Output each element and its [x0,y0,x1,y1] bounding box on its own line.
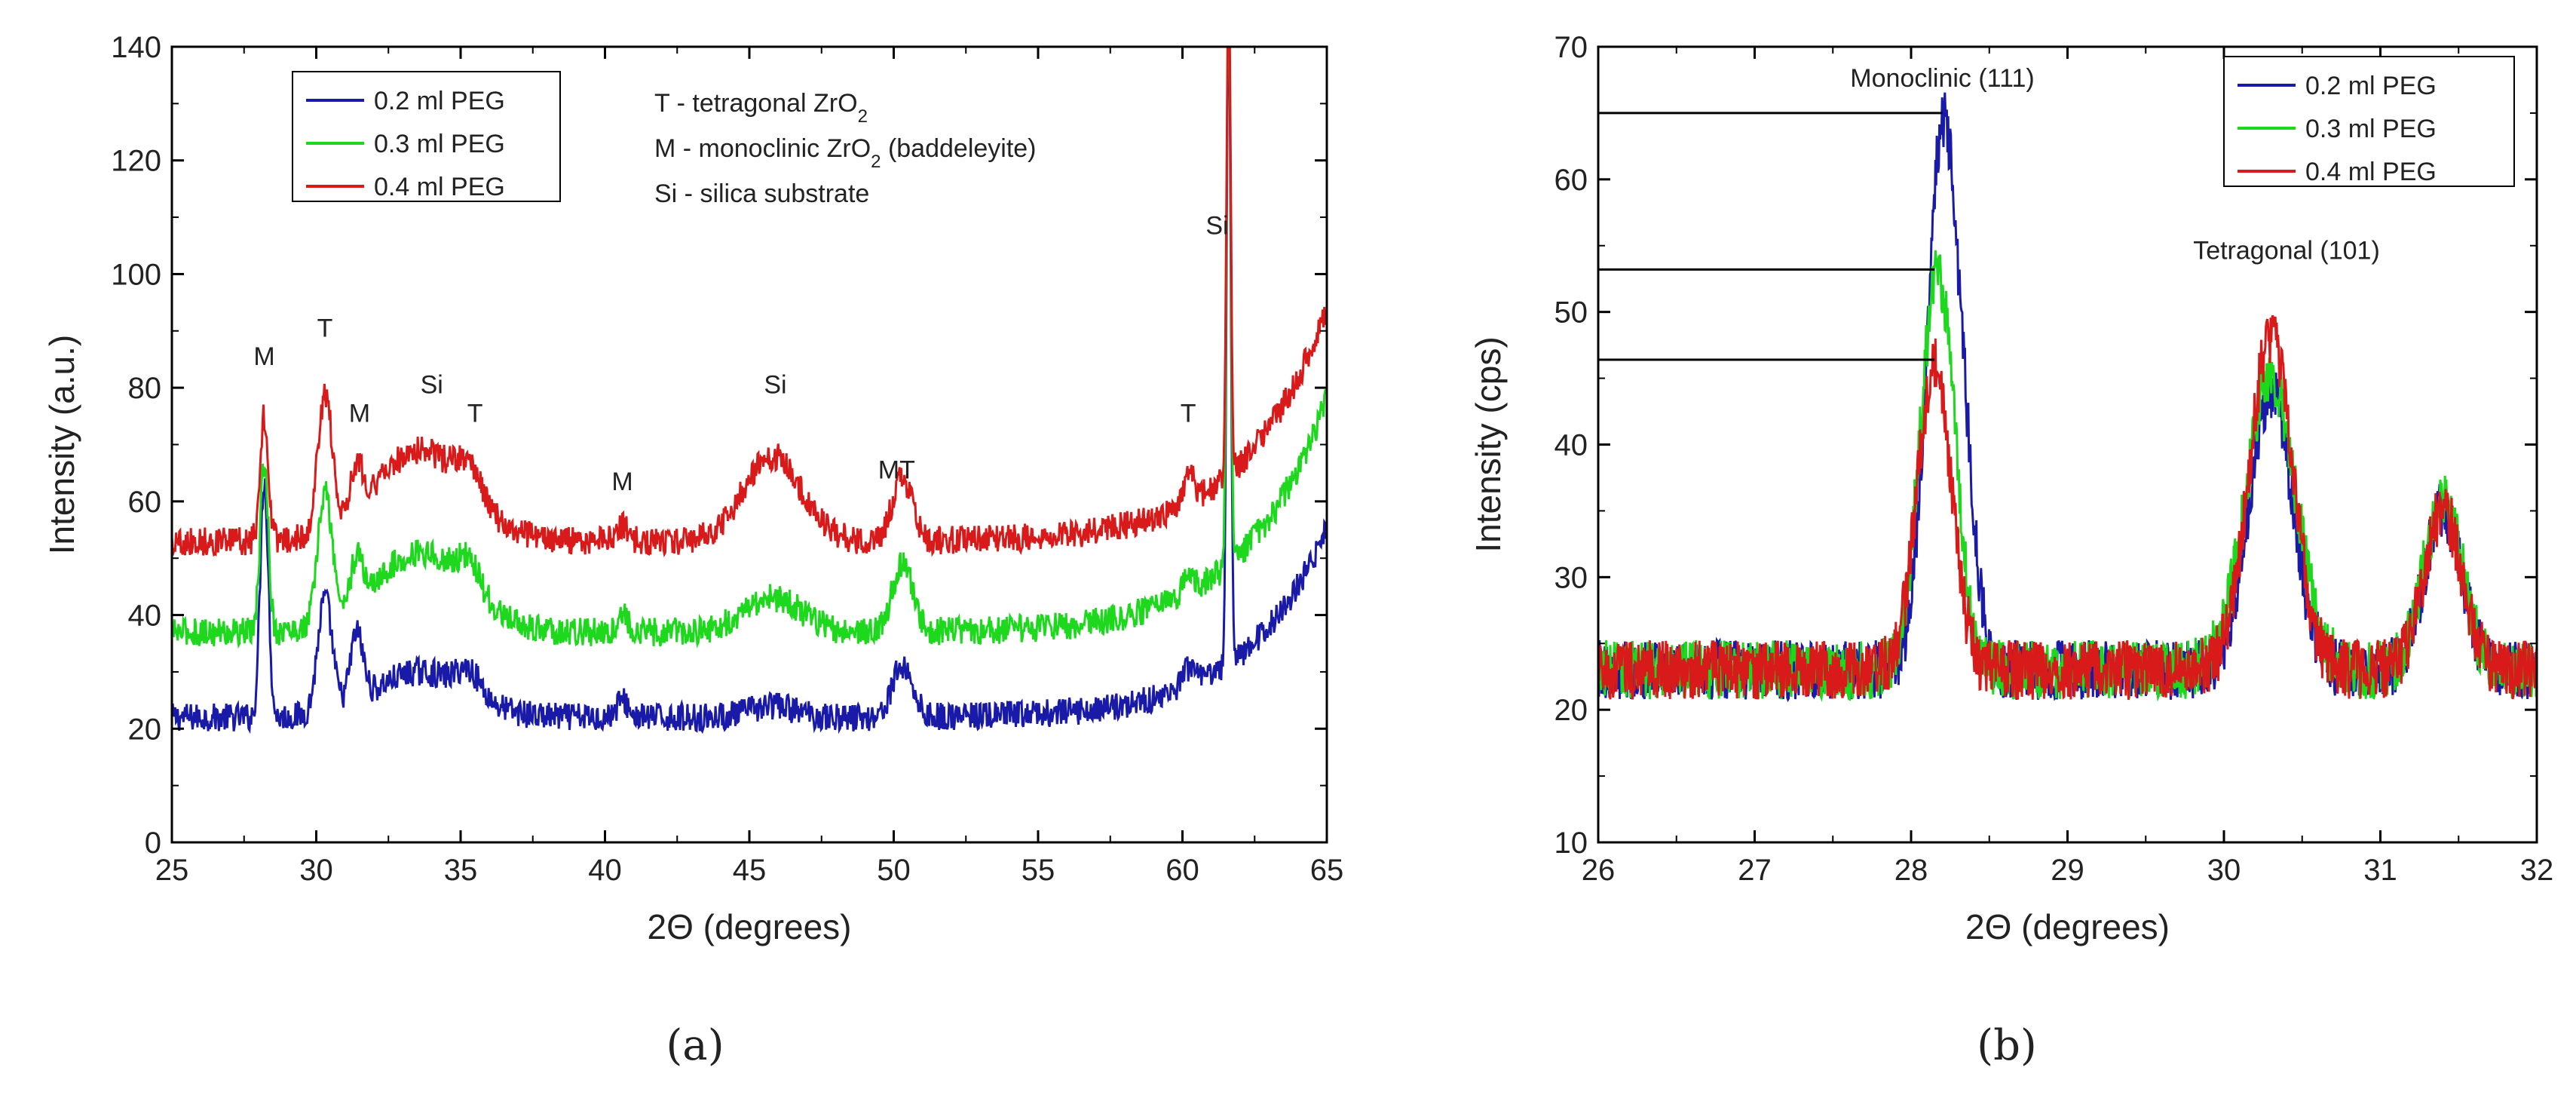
series-line-0-2-ml-peg [172,47,1327,735]
y-tick-label: 60 [1554,164,1588,197]
x-tick-label: 29 [2051,854,2084,887]
y-tick-label: 140 [111,31,161,64]
series-line-0-3-ml-peg [1598,250,2537,702]
y-tick-label: 60 [128,486,162,519]
y-tick-label: 20 [128,713,162,746]
x-axis-title: 2Θ (degrees) [647,907,851,946]
x-tick-label: 65 [1310,854,1344,887]
series-line-0-4-ml-peg [172,47,1327,558]
y-tick-label: 70 [1554,31,1588,64]
x-axis-title: 2Θ (degrees) [1965,907,2170,946]
peak-annotation: M [611,468,633,496]
legend-label: 0.3 ml PEG [374,130,505,158]
phase-key-line: Si - silica substrate [654,179,869,208]
y-tick-label: 120 [111,145,161,178]
x-tick-label: 50 [877,854,911,887]
legend: 0.2 ml PEG 0.3 ml PEG 0.4 ml PEG [2223,56,2515,187]
plot-area [1598,92,2537,703]
peak-annotation: M [253,342,274,371]
y-tick-label: 0 [145,827,161,860]
peak-annotation: Monoclinic (111) [1850,64,2034,93]
peak-annotation: T [1181,399,1196,428]
phase-key-line: T - tetragonal ZrO2 [654,89,868,127]
y-tick-label: 100 [111,258,161,291]
series-line-0-4-ml-peg [1598,314,2537,701]
peak-annotation: T [467,399,483,428]
x-tick-label: 28 [1894,854,1928,887]
x-tick-label: 30 [299,854,333,887]
peak-annotation: Si [1205,212,1228,241]
peak-annotation: T [317,314,333,342]
peak-annotation: Tetragonal (101) [2193,236,2380,265]
legend-box [292,71,561,202]
legend-label: 0.3 ml PEG [2305,115,2437,143]
legend-label: 0.4 ml PEG [2305,158,2437,186]
y-tick-label: 10 [1554,827,1588,860]
peak-annotation: Si [421,371,443,400]
y-tick-label: 20 [1554,694,1588,727]
x-tick-label: 60 [1165,854,1199,887]
legend-label: 0.4 ml PEG [374,173,505,201]
y-tick-label: 40 [128,600,162,633]
y-axis-title: Intensity (cps) [1469,336,1508,552]
legend-label: 0.2 ml PEG [2305,72,2437,100]
x-tick-label: 40 [588,854,622,887]
panel-b-label: (b) [1977,1021,2037,1070]
x-tick-label: 25 [155,854,189,887]
y-tick-label: 80 [128,372,162,405]
x-tick-label: 26 [1582,854,1616,887]
chart-b: 26 27 28 29 30 31 32 10 20 30 40 50 60 70 2Θ (degrees)… [1469,31,2553,946]
legend-box [2223,56,2515,187]
legend-label: 0.2 ml PEG [374,87,505,115]
phase-key-line: M - monoclinic ZrO2 (baddeleyite) [654,134,1037,172]
y-axis-title: Intensity (a.u.) [42,335,81,554]
plot-area [172,47,1327,735]
series-line-0-3-ml-peg [172,47,1327,649]
legend: 0.2 ml PEG 0.3 ml PEG 0.4 ml PEG [292,71,561,202]
peak-annotation: Si [764,371,786,400]
x-tick-label: 35 [444,854,478,887]
y-tick-label: 30 [1554,561,1588,594]
peak-annotation: M [349,399,370,428]
x-tick-label: 27 [1738,854,1772,887]
x-tick-label: 30 [2207,854,2241,887]
chart-a: 25 30 35 40 45 50 55 60 65 0 20 40 60 80 100 120 140 2Θ (… [42,31,1344,946]
x-tick-label: 55 [1022,854,1055,887]
x-tick-label: 45 [733,854,767,887]
panel-a-label: (a) [666,1021,724,1070]
peak-annotation: MT [878,456,915,485]
x-tick-label: 32 [2520,854,2554,887]
x-tick-label: 31 [2363,854,2397,887]
y-tick-label: 50 [1554,296,1588,330]
y-tick-label: 40 [1554,429,1588,462]
